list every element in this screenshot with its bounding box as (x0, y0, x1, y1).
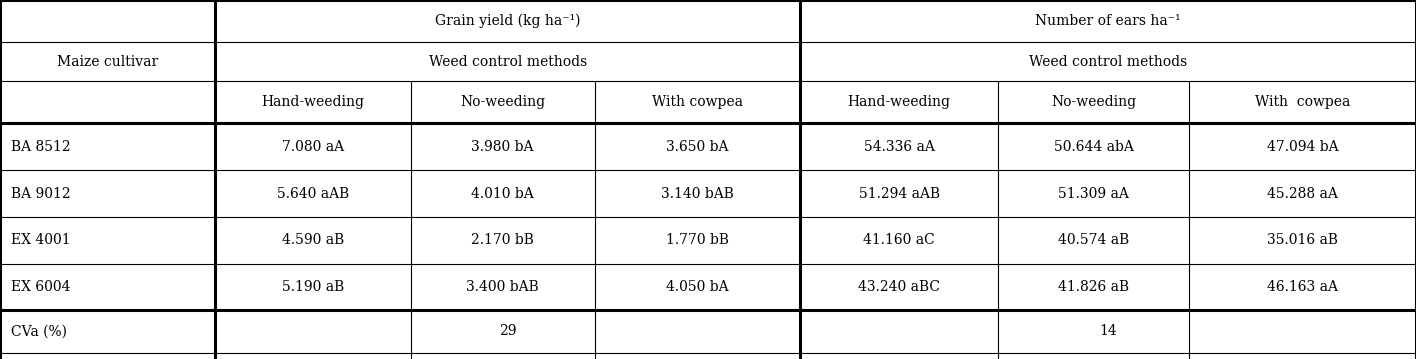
Text: EX 4001: EX 4001 (11, 233, 71, 247)
Text: 41.826 aB: 41.826 aB (1058, 280, 1130, 294)
Text: 41.160 aC: 41.160 aC (864, 233, 935, 247)
Text: 4.010 bA: 4.010 bA (472, 187, 534, 200)
Text: 50.644 abA: 50.644 abA (1054, 140, 1134, 154)
Text: Hand-weeding: Hand-weeding (848, 95, 950, 109)
Text: CVa (%): CVa (%) (11, 325, 68, 338)
Text: BA 9012: BA 9012 (11, 187, 71, 200)
Text: 35.016 aB: 35.016 aB (1267, 233, 1338, 247)
Text: 5.640 aAB: 5.640 aAB (276, 187, 350, 200)
Text: 54.336 aA: 54.336 aA (864, 140, 935, 154)
Text: 4.050 bA: 4.050 bA (666, 280, 729, 294)
Text: 4.590 aB: 4.590 aB (282, 233, 344, 247)
Text: 40.574 aB: 40.574 aB (1058, 233, 1130, 247)
Text: Weed control methods: Weed control methods (1029, 55, 1187, 69)
Text: 43.240 aBC: 43.240 aBC (858, 280, 940, 294)
Text: BA 8512: BA 8512 (11, 140, 71, 154)
Text: EX 6004: EX 6004 (11, 280, 71, 294)
Text: No-weeding: No-weeding (460, 95, 545, 109)
Text: 51.294 aAB: 51.294 aAB (858, 187, 940, 200)
Text: 47.094 bA: 47.094 bA (1267, 140, 1338, 154)
Text: Hand-weeding: Hand-weeding (262, 95, 364, 109)
Text: 3.980 bA: 3.980 bA (472, 140, 534, 154)
Text: 51.309 aA: 51.309 aA (1058, 187, 1130, 200)
Text: Weed control methods: Weed control methods (429, 55, 586, 69)
Text: 46.163 aA: 46.163 aA (1267, 280, 1338, 294)
Text: 3.400 bAB: 3.400 bAB (466, 280, 539, 294)
Text: 7.080 aA: 7.080 aA (282, 140, 344, 154)
Text: 1.770 bB: 1.770 bB (666, 233, 729, 247)
Text: No-weeding: No-weeding (1051, 95, 1137, 109)
Text: 14: 14 (1099, 325, 1117, 338)
Text: Grain yield (kg ha⁻¹): Grain yield (kg ha⁻¹) (435, 14, 581, 28)
Text: 29: 29 (498, 325, 517, 338)
Text: 5.190 aB: 5.190 aB (282, 280, 344, 294)
Text: 2.170 bB: 2.170 bB (472, 233, 534, 247)
Text: 3.140 bAB: 3.140 bAB (661, 187, 733, 200)
Text: 3.650 bA: 3.650 bA (666, 140, 729, 154)
Text: 45.288 aA: 45.288 aA (1267, 187, 1338, 200)
Text: Maize cultivar: Maize cultivar (57, 55, 159, 69)
Text: Number of ears ha⁻¹: Number of ears ha⁻¹ (1035, 14, 1181, 28)
Text: With  cowpea: With cowpea (1255, 95, 1351, 109)
Text: With cowpea: With cowpea (651, 95, 743, 109)
